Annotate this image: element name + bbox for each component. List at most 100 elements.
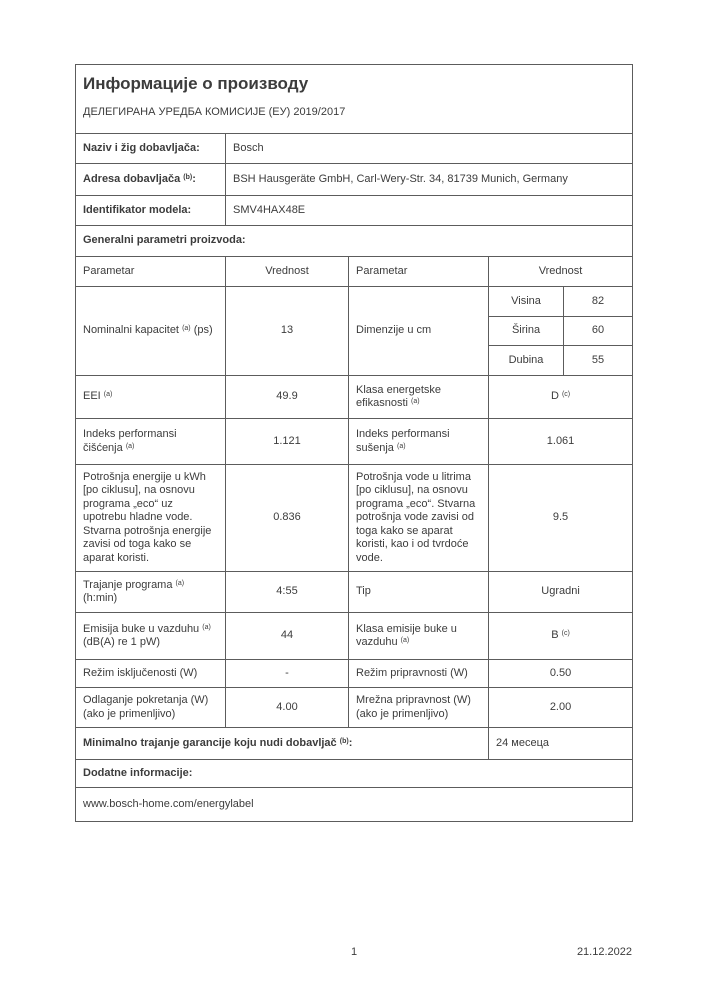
- dimension-height-label: Visina: [488, 286, 564, 317]
- header-param-left: Parametar: [75, 256, 226, 287]
- footnote-ref-a: (a): [400, 637, 410, 644]
- general-section-row: Generalni parametri proizvoda:: [74, 225, 634, 257]
- footnote-ref-a: (a): [202, 623, 211, 631]
- type-label: Tip: [348, 571, 489, 613]
- supplier-name-label: Naziv i žig dobavljača:: [75, 133, 226, 164]
- dimension-height-value: 82: [562, 286, 634, 317]
- dimension-depth-value: 55: [562, 345, 634, 376]
- footnote-ref-b: (b): [339, 737, 349, 745]
- additional-info-label: Dodatne informacije:: [74, 759, 634, 788]
- dimension-width-label: Širina: [488, 316, 564, 346]
- supplier-address-label: Adresa dobavljača (b):: [75, 163, 226, 196]
- footnote-ref-a: (a): [175, 579, 185, 587]
- supplier-name-row: Naziv i žig dobavljača: Bosch: [75, 133, 634, 164]
- supplier-address-value: BSH Hausgeräte GmbH, Carl-Wery-Str. 34, …: [224, 163, 634, 196]
- page-title: Информације о производу: [83, 74, 309, 93]
- off-mode-value: -: [225, 659, 349, 688]
- eei-label: EEI (a): [75, 375, 226, 419]
- energy-class-label: Klasa energetske efikasnosti (a): [348, 375, 489, 419]
- supplier-name-value: Bosch: [224, 133, 634, 164]
- footnote-ref-c: (c): [561, 630, 570, 638]
- delayed-start-value: 4.00: [225, 687, 349, 728]
- general-section-title: Generalni parametri proizvoda:: [74, 225, 634, 257]
- supplier-address-label-text: Adresa dobavljača: [83, 172, 181, 185]
- website-row: www.bosch-home.com/energylabel: [74, 787, 634, 822]
- type-value: Ugradni: [487, 571, 634, 613]
- warranty-label-colon: :: [348, 736, 353, 749]
- column-header-row: Parametar Vrednost Parametar Vrednost: [75, 256, 634, 287]
- noise-row: Emisija buke u vazduhu (a) (dB(A) re 1 p…: [75, 612, 634, 660]
- water-consumption-label: Potrošnja vode u litrima [po ciklusu], n…: [348, 464, 489, 572]
- noise-label: Emisija buke u vazduhu (a) (dB(A) re 1 p…: [75, 612, 226, 660]
- noise-class-value: B (c): [487, 612, 634, 660]
- delayed-start-label: Odlaganje pokretanja (W) (ako je primenl…: [75, 687, 226, 728]
- energy-consumption-value: 0.836: [225, 464, 349, 572]
- page-number: 1: [350, 946, 358, 958]
- additional-info-row: Dodatne informacije:: [74, 759, 634, 788]
- noise-unit: (dB(A) re 1 pW): [83, 636, 161, 648]
- energy-class-value: D (c): [487, 375, 634, 419]
- cleaning-index-label-text: Indeks performansi čišćenja: [83, 428, 177, 454]
- regulation-subtitle: ДЕЛЕГИРАНА УРЕДБА КОМИСИЈЕ (ЕУ) 2019/201…: [83, 105, 346, 118]
- capacity-label: Nominalni kapacitet (a) (ps): [75, 286, 226, 376]
- networked-standby-value: 2.00: [487, 687, 634, 728]
- model-id-label: Identifikator modela:: [75, 195, 226, 226]
- eei-label-text: EEI: [83, 390, 101, 403]
- product-info-table: Информације о производу ДЕЛЕГИРАНА УРЕДБ…: [74, 64, 634, 822]
- footnote-ref-a: (a): [411, 398, 420, 405]
- capacity-dimensions-row: Nominalni kapacitet (a) (ps) 13 Dimenzij…: [75, 286, 634, 376]
- noise-class-letter: B: [551, 629, 559, 642]
- program-duration-label-text: Trajanje programa: [83, 578, 173, 591]
- duration-type-row: Trajanje programa (a) (h:min) 4:55 Tip U…: [75, 571, 634, 613]
- dimension-width-row: Širina 60: [76, 316, 634, 346]
- noise-label-text: Emisija buke u vazduhu: [83, 622, 200, 635]
- footnote-ref-b: (b): [183, 173, 193, 181]
- warranty-value: 24 месеца: [487, 727, 634, 760]
- footnote-ref-a: (a): [103, 391, 113, 399]
- standby-mode-value: 0.50: [487, 659, 634, 688]
- title-row: Информације о производу ДЕЛЕГИРАНА УРЕДБ…: [74, 64, 634, 134]
- networked-standby-label: Mrežna pripravnost (W) (ako je primenlji…: [348, 687, 489, 728]
- warranty-label: Minimalno trajanje garancije koju nudi d…: [75, 727, 489, 760]
- standby-mode-label: Režim pripravnosti (W): [348, 659, 489, 688]
- footer-date: 21.12.2022: [576, 946, 632, 958]
- energy-class-label-text: Klasa energetske efikasnosti: [356, 383, 441, 409]
- consumption-row: Potrošnja energije u kWh [po ciklusu], n…: [75, 464, 634, 572]
- energylabel-link: www.bosch-home.com/energylabel: [74, 787, 634, 822]
- program-duration-value: 4:55: [225, 571, 349, 613]
- eei-row: EEI (a) 49.9 Klasa energetske efikasnost…: [75, 375, 634, 419]
- footnote-ref-c: (c): [561, 391, 571, 399]
- cleaning-index-value: 1.121: [225, 418, 349, 465]
- header-param-right: Parametar: [348, 256, 489, 287]
- noise-value: 44: [225, 612, 349, 660]
- capacity-value: 13: [225, 286, 349, 376]
- footnote-ref-a: (a): [396, 442, 406, 450]
- dimensions-label: Dimenzije u cm: [348, 286, 489, 376]
- program-duration-label: Trajanje programa (a) (h:min): [75, 571, 226, 613]
- capacity-label-text: Nominalni kapacitet: [83, 324, 179, 337]
- capacity-unit: (ps): [193, 324, 213, 337]
- off-mode-label: Režim isključenosti (W): [75, 659, 226, 688]
- drying-index-label-text: Indeks performansi sušenja: [356, 428, 450, 454]
- footnote-ref-a: (a): [125, 442, 135, 450]
- energy-consumption-label: Potrošnja energije u kWh [po ciklusu], n…: [75, 464, 226, 572]
- dimension-width-value: 60: [562, 316, 634, 346]
- supplier-address-row: Adresa dobavljača (b): BSH Hausgeräte Gm…: [75, 163, 634, 196]
- eei-value: 49.9: [225, 375, 349, 419]
- supplier-address-label-colon: :: [192, 172, 196, 185]
- model-id-row: Identifikator modela: SMV4HAX48E: [75, 195, 634, 226]
- warranty-row: Minimalno trajanje garancije koju nudi d…: [75, 727, 634, 760]
- drying-index-value: 1.061: [487, 418, 634, 465]
- program-duration-unit: (h:min): [83, 592, 118, 604]
- title-cell: Информације о производу ДЕЛЕГИРАНА УРЕДБ…: [74, 64, 634, 134]
- energy-class-letter: D: [550, 390, 559, 403]
- off-standby-row: Režim isključenosti (W) - Režim pripravn…: [75, 659, 634, 688]
- header-value-left: Vrednost: [225, 256, 349, 287]
- model-id-value: SMV4HAX48E: [224, 195, 634, 226]
- cleaning-index-label: Indeks performansi čišćenja (a): [75, 418, 226, 465]
- header-value-right: Vrednost: [487, 256, 634, 287]
- dimension-depth-label: Dubina: [488, 345, 564, 376]
- performance-index-row: Indeks performansi čišćenja (a) 1.121 In…: [75, 418, 634, 465]
- warranty-label-text: Minimalno trajanje garancije koju nudi d…: [83, 736, 337, 749]
